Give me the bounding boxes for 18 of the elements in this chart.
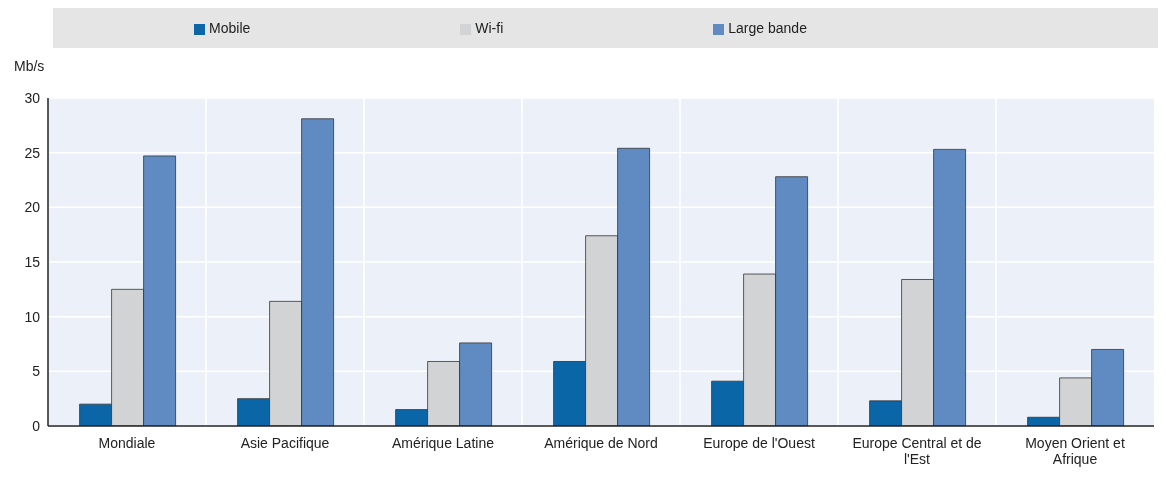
- y-axis-title: Mb/s: [14, 58, 45, 74]
- legend-label: Mobile: [209, 20, 251, 36]
- y-tick-label: 10: [24, 308, 41, 325]
- y-tick-label: 25: [24, 144, 41, 161]
- x-tick-label: Moyen Orient et Afrique: [1025, 435, 1125, 467]
- x-tick-label: Amérique Latine: [392, 435, 495, 451]
- x-tick-label: Amérique de Nord: [544, 435, 658, 451]
- legend-label: Large bande: [728, 20, 807, 36]
- y-tick-label: 5: [32, 363, 41, 380]
- y-tick-label: 0: [32, 417, 41, 434]
- x-tick-label: Europe de l'Ouest: [703, 435, 815, 451]
- x-tick-label: Europe Central et de l'Est: [852, 435, 982, 467]
- legend-label: Wi-fi: [475, 20, 504, 36]
- y-tick-label: 30: [24, 89, 41, 106]
- y-tick-label: 20: [24, 199, 41, 216]
- x-tick-label: Asie Pacifique: [240, 435, 330, 451]
- y-tick-label: 15: [24, 253, 41, 270]
- x-tick-label: Mondiale: [98, 435, 156, 451]
